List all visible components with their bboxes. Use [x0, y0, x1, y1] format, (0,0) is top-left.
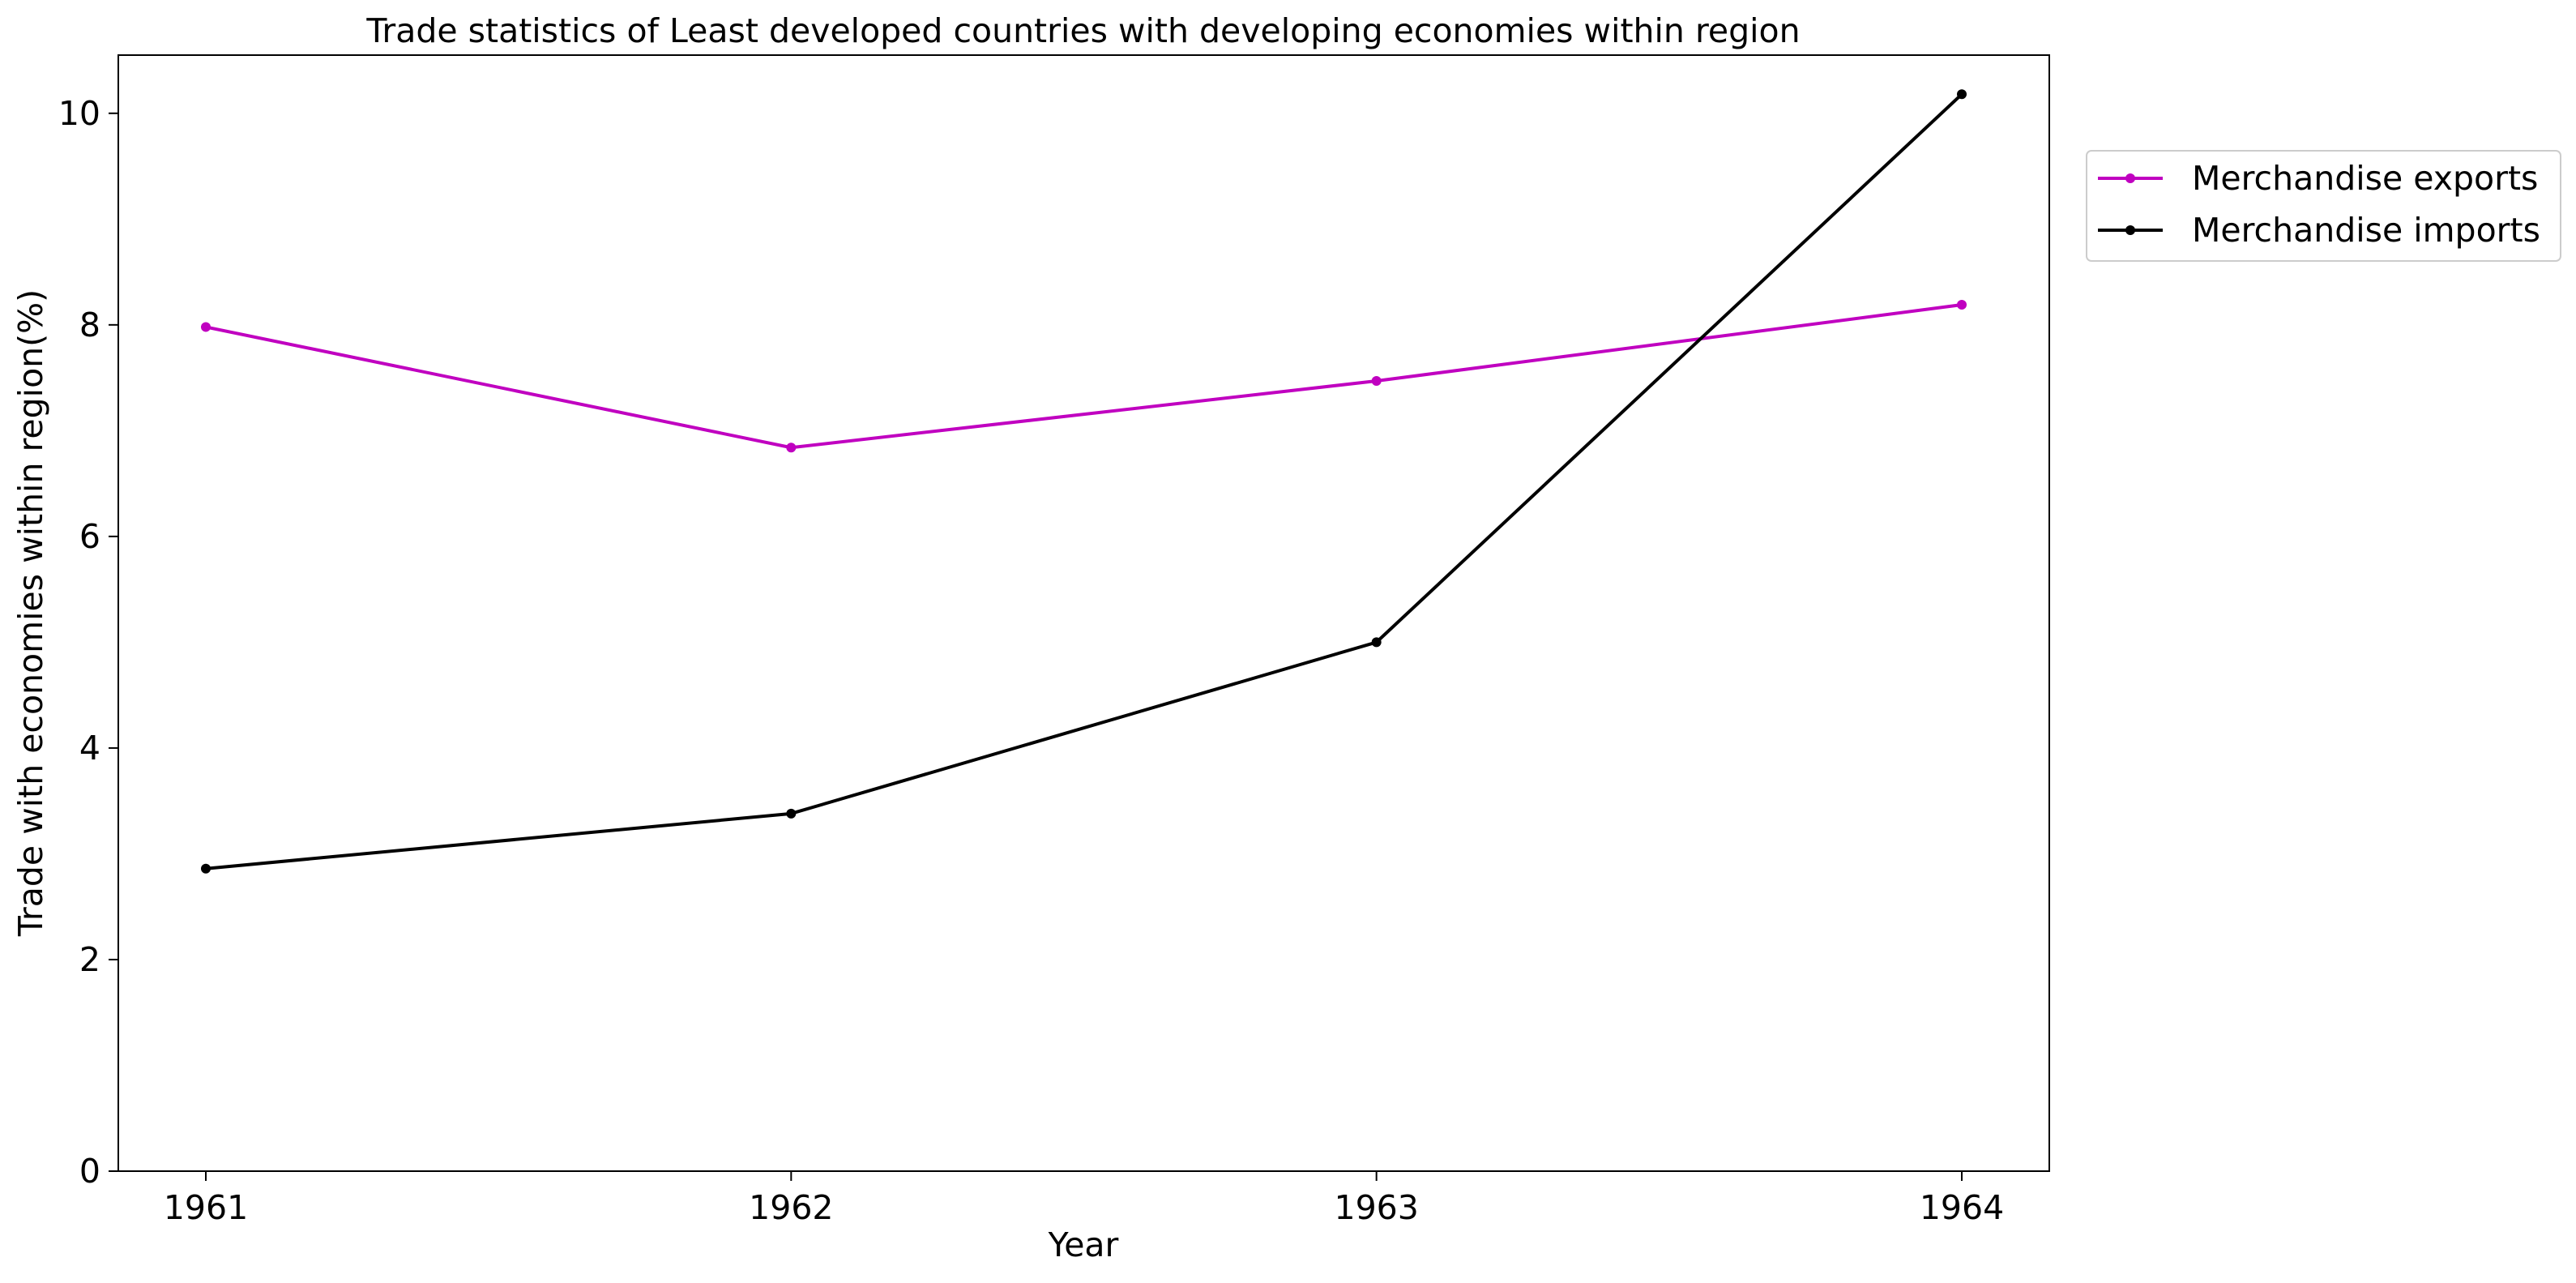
y-tick-label: 6 [79, 517, 100, 556]
y-tick-label: 4 [79, 729, 100, 768]
series-merchandise-imports [201, 89, 1967, 874]
data-point-merchandise-imports [1957, 89, 1967, 100]
legend: Merchandise exports Merchandise imports [2086, 150, 2561, 262]
data-point-merchandise-exports [201, 322, 211, 332]
legend-marker-merchandise-exports [2125, 173, 2135, 183]
legend-marker-merchandise-imports [2125, 225, 2135, 235]
y-tick-label: 10 [58, 94, 100, 133]
y-tick-label: 8 [79, 306, 100, 344]
series-merchandise-exports [201, 300, 1967, 453]
x-axis-ticks: 1961 1962 1963 1964 [164, 1171, 2004, 1227]
data-point-merchandise-exports [1371, 376, 1382, 387]
y-tick-label: 0 [79, 1152, 100, 1191]
data-point-merchandise-exports [1957, 300, 1967, 310]
plot-area-frame [117, 54, 2050, 1172]
chart-title: Trade statistics of Least developed coun… [365, 11, 1800, 50]
x-tick-label: 1961 [164, 1188, 248, 1227]
x-axis-label: Year [1048, 1225, 1119, 1264]
x-tick-label: 1964 [1920, 1188, 2004, 1227]
y-tick-label: 2 [79, 940, 100, 979]
x-tick-label: 1963 [1334, 1188, 1418, 1227]
data-point-merchandise-imports [786, 808, 797, 819]
data-point-merchandise-exports [786, 443, 797, 453]
data-point-merchandise-imports [1371, 637, 1382, 648]
legend-label-merchandise-imports: Merchandise imports [2192, 211, 2540, 250]
series-line-merchandise-imports [205, 92, 1963, 870]
legend-label-merchandise-exports: Merchandise exports [2192, 159, 2538, 198]
series-layer [201, 89, 1967, 874]
series-line-merchandise-exports [205, 303, 1963, 450]
legend-frame [2086, 150, 2561, 262]
data-point-merchandise-imports [201, 863, 211, 874]
y-axis-ticks: 0 2 4 6 8 10 [58, 94, 118, 1191]
y-axis-label: Trade with economies within region(%) [11, 289, 50, 937]
x-tick-label: 1962 [749, 1188, 833, 1227]
